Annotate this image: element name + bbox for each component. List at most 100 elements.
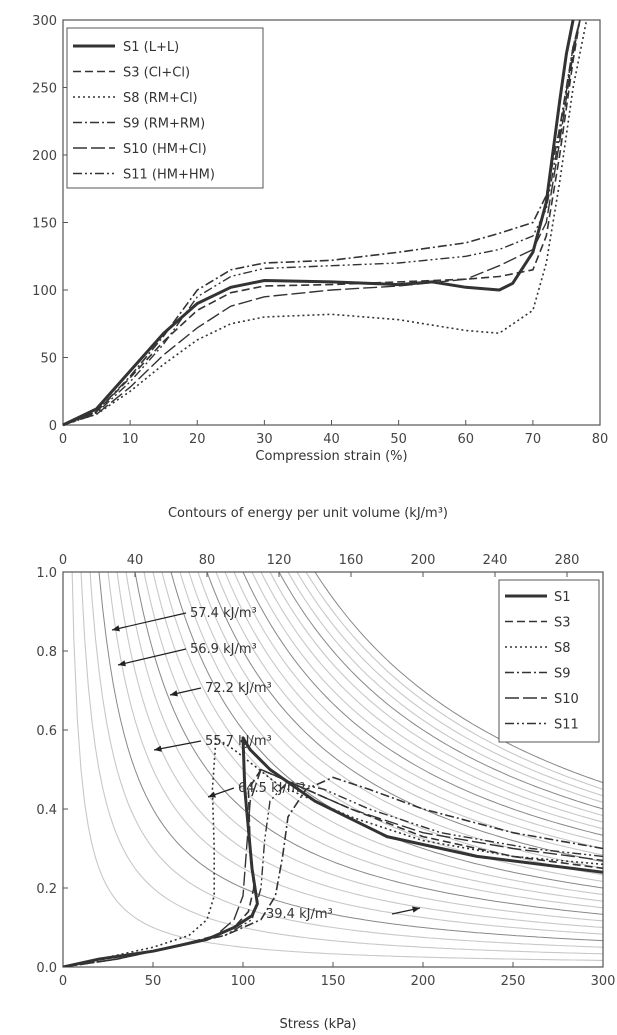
contour-line [233,572,603,843]
annotations: 57.4 kJ/m³ 56.9 kJ/m³ 72.2 kJ/m³ 55.7 kJ/m³… [111,606,421,922]
series-line-2 [63,768,603,967]
contour-line [161,572,603,896]
annotation-arrow [117,648,187,666]
annotation-arrowhead [208,791,216,798]
x-tick-label: 100 [231,974,256,989]
x-tick-label: 0 [59,432,67,447]
annotation-arrowhead [118,660,126,667]
annotation-arrowhead [154,745,162,752]
x-tick-label: 20 [189,432,206,447]
top-x-tick-label: 200 [411,553,436,568]
top-x-tick-label: 0 [59,553,67,568]
x-tick-label: 200 [411,974,436,989]
contour-line [242,572,603,836]
y-tick-label: 0 [49,419,57,434]
x-tick-label: 10 [122,432,139,447]
annotation-arrowhead [170,690,178,697]
legend-label: S8 [554,641,571,656]
x-tick-label: 0 [59,974,67,989]
contour-line [296,572,603,797]
legend-label: S1 (L+L) [123,40,179,55]
x-tick-label: 150 [321,974,346,989]
legend-label: S1 [554,590,571,605]
energy-annotation: 72.2 kJ/m³ [205,681,272,696]
annotation-arrowhead [412,906,420,913]
legend-label: S8 (RM+Cl) [123,91,198,106]
top-x-tick-label: 240 [483,553,508,568]
x-tick-label: 50 [390,432,407,447]
x-axis-label: Compression strain (%) [255,449,407,464]
contour-line [305,572,603,790]
contour-line [71,572,603,961]
contour-line [107,572,603,935]
series-line-1 [63,736,603,967]
annotation-arrow [111,612,187,631]
legend-label: S11 [554,718,579,733]
contour-line [224,572,603,850]
y-tick-label: 250 [32,82,57,97]
energy-annotation: 39.4 kJ/m³ [266,907,333,922]
contour-line [269,572,603,817]
y-tick-label: 50 [40,352,57,367]
y-tick-label: 0.4 [36,803,57,818]
contour-line [278,572,603,810]
energy-contours [71,572,603,961]
top-x-tick-label: 160 [339,553,364,568]
legend-box [66,27,264,189]
x-axis-label: Stress (kPa) [280,1017,357,1032]
contour-line [314,572,603,784]
legend-label: S3 [554,616,571,631]
contour-line [251,572,603,830]
legend-label: S3 (Cl+Cl) [123,66,190,81]
legend-box [498,579,600,743]
y-tick-label: 100 [32,284,57,299]
x-tick-label: 300 [591,974,616,989]
contour-line [179,572,603,882]
legend-label: S11 (HM+HM) [123,168,215,183]
x-tick-label: 30 [256,432,273,447]
contour-line [80,572,603,955]
x-tick-label: 50 [145,974,162,989]
y-tick-label: 300 [32,14,57,29]
x-tick-label: 40 [323,432,340,447]
energy-annotation: 64.5 kJ/m³ [238,781,305,796]
contour-line [206,572,603,863]
y-tick-label: 150 [32,217,57,232]
x-tick-label: 250 [501,974,526,989]
series-line-2 [62,19,581,426]
series-line-6 [63,780,603,967]
legend-label: S9 [554,667,571,682]
x-tick-label: 70 [525,432,542,447]
contour-line [116,572,603,929]
legend: S1 S3 S8 S9 S10 S11 [498,579,600,743]
y-tick-label: 0.2 [36,882,57,897]
contour-line [260,572,603,823]
contour-line [89,572,603,948]
series-line-3 [63,737,603,967]
series-line-5 [63,768,603,967]
top-x-tick-label: 80 [199,553,216,568]
contour-line [287,572,603,803]
contour-line [143,572,603,909]
top-x-tick-label: 280 [555,553,580,568]
y-tick-label: 0.8 [36,645,57,660]
contour-line [134,572,603,915]
y-tick-label: 0.6 [36,724,57,739]
y-tick-label: 1.0 [36,566,57,581]
top-x-tick-label: 120 [267,553,292,568]
x-tick-label: 80 [592,432,609,447]
energy-annotation: 57.4 kJ/m³ [190,606,257,621]
contour-line [98,572,603,942]
top-axis-title: Contours of energy per unit volume (kJ/m… [168,506,448,521]
energy-annotation: 56.9 kJ/m³ [190,642,257,657]
annotation-arrowhead [112,625,120,632]
series-line-5 [62,19,581,426]
top-x-tick-label: 40 [127,553,144,568]
contour-line [152,572,603,902]
contour-line [125,572,603,922]
legend: S1 (L+L) S3 (Cl+Cl) S8 (RM+Cl) S9 (RM+RM) S1… [66,27,264,189]
legend-label: S9 (RM+RM) [123,117,205,132]
energy-annotation: 55.7 kJ/m³ [205,734,272,749]
series-group [63,736,603,967]
series-line-6 [62,19,581,426]
